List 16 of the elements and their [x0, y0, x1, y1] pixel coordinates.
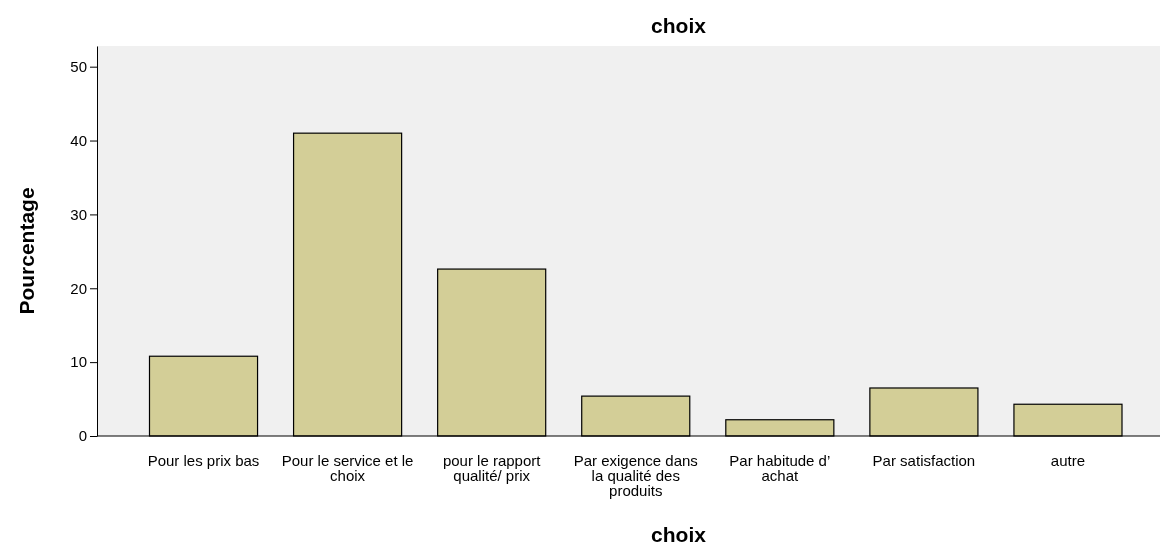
x-axis-title: choix: [651, 523, 707, 545]
x-tick-label: pour le rapport qualité/ prix: [442, 452, 542, 484]
y-tick-label: 30: [70, 205, 87, 223]
x-tick-label: Par satisfaction: [872, 452, 976, 469]
chart-title: choix: [651, 14, 707, 37]
x-tick-label: Pour le service et le choix: [281, 452, 414, 484]
y-tick-label: 50: [70, 57, 87, 75]
x-tick-label: Pour les prix bas: [147, 452, 260, 469]
x-tick-label: Par habitude d’ achat: [729, 452, 831, 484]
y-axis-title: Pourcentage: [15, 187, 38, 315]
x-tick-label: autre: [1050, 452, 1086, 469]
x-tick-label: Par exigence dans la qualité des produits: [573, 452, 698, 499]
y-tick-label: 0: [78, 427, 87, 445]
y-tick-label: 10: [70, 353, 87, 371]
y-tick-label: 20: [70, 279, 87, 297]
y-tick-label: 40: [70, 131, 87, 149]
